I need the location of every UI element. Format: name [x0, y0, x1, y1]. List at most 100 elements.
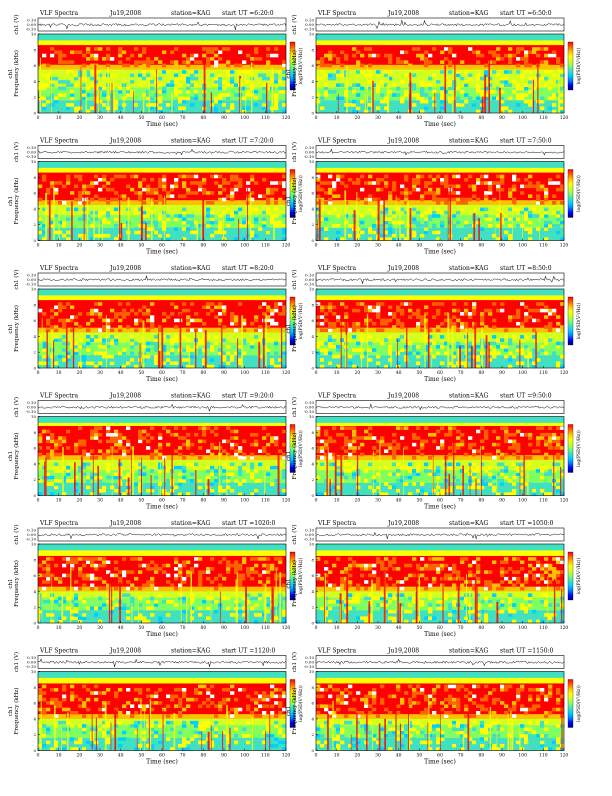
- heatmap-cell: [424, 83, 428, 87]
- heatmap-cell: [178, 100, 182, 104]
- heatmap-cell: [540, 77, 544, 81]
- heatmap-cell: [186, 227, 190, 231]
- heatmap-cell: [368, 567, 372, 571]
- heatmap-cell: [484, 433, 488, 437]
- heatmap-cell: [336, 355, 340, 359]
- y-tick-label: 2: [311, 350, 314, 355]
- heatmap-cell: [468, 175, 472, 179]
- heatmap-cell: [58, 355, 62, 359]
- heatmap-cell: [178, 597, 182, 601]
- heatmap-cell: [456, 74, 460, 78]
- heatmap-cell: [274, 214, 278, 218]
- heatmap-cell: [372, 181, 376, 185]
- heatmap-cell: [524, 178, 528, 182]
- heatmap-cell: [412, 47, 416, 51]
- heatmap-cell: [492, 348, 496, 352]
- heatmap-cell: [66, 607, 70, 611]
- heatmap-streak: [500, 191, 501, 241]
- heatmap-cell: [556, 224, 560, 228]
- heatmap-streak: [74, 462, 76, 495]
- heatmap-cell: [412, 600, 416, 604]
- heatmap-cell: [504, 466, 508, 470]
- heatmap-cell: [512, 463, 516, 467]
- heatmap-cell: [54, 577, 58, 581]
- heatmap-cell: [424, 456, 428, 460]
- heatmap-cell: [520, 47, 524, 51]
- heatmap-cell: [508, 479, 512, 483]
- heatmap-cell: [254, 570, 258, 574]
- heatmap-cell: [170, 600, 174, 604]
- x-tick-label: 0: [315, 370, 318, 376]
- time-axis-label: Time (sec): [424, 249, 456, 256]
- heatmap-cell: [504, 214, 508, 218]
- heatmap-cell: [420, 557, 424, 561]
- heatmap-cell: [444, 597, 448, 601]
- heatmap-cell: [492, 325, 496, 329]
- heatmap-cell: [190, 191, 194, 195]
- heatmap-cell: [544, 70, 548, 74]
- heatmap-cell: [206, 570, 210, 574]
- heatmap-cell: [274, 221, 278, 225]
- heatmap-cell: [360, 64, 364, 68]
- heatmap-cell: [182, 77, 186, 81]
- heatmap-cell: [54, 181, 58, 185]
- heatmap-cell: [270, 221, 274, 225]
- heatmap-cell: [74, 352, 78, 356]
- heatmap-cell: [352, 329, 356, 333]
- heatmap-cell: [54, 469, 58, 473]
- heatmap-cell: [110, 74, 114, 78]
- heatmap-cell: [456, 211, 460, 215]
- heatmap-streak: [449, 474, 451, 496]
- heatmap-cell: [480, 315, 484, 319]
- heatmap-cell: [440, 446, 444, 450]
- heatmap-cell: [320, 348, 324, 352]
- heatmap-cell: [222, 557, 226, 561]
- heatmap-cell: [218, 64, 222, 68]
- heatmap-cell: [102, 87, 106, 91]
- heatmap-cell: [416, 469, 420, 473]
- heatmap-cell: [218, 221, 222, 225]
- heatmap-cell: [198, 361, 202, 365]
- heatmap-streak: [195, 329, 196, 368]
- heatmap-cell: [336, 348, 340, 352]
- y-tick-label: 6: [33, 191, 36, 196]
- heatmap-streak: [159, 351, 161, 368]
- heatmap-cell: [78, 201, 82, 205]
- heatmap-cell: [130, 80, 134, 84]
- heatmap-cell: [214, 587, 218, 591]
- heatmap-cell: [524, 64, 528, 68]
- heatmap-cell: [328, 607, 332, 611]
- heatmap-cell: [110, 57, 114, 61]
- heatmap-cell: [106, 47, 110, 51]
- heatmap-cell: [416, 345, 420, 349]
- heatmap-streak: [527, 463, 528, 496]
- heatmap-streak: [448, 189, 449, 241]
- heatmap-cell: [106, 453, 110, 457]
- heatmap-cell: [328, 211, 332, 215]
- heatmap-cell: [166, 482, 170, 486]
- heatmap-streak: [53, 341, 54, 368]
- heatmap-cell: [242, 224, 246, 228]
- heatmap-cell: [468, 315, 472, 319]
- heatmap-cell: [158, 77, 162, 81]
- heatmap-cell: [102, 319, 106, 323]
- heatmap-cell: [368, 194, 372, 198]
- heatmap-cell: [230, 613, 234, 617]
- x-tick-label: 10: [334, 498, 340, 504]
- heatmap-cell: [420, 198, 424, 202]
- heatmap-cell: [226, 352, 230, 356]
- heatmap-cell: [186, 214, 190, 218]
- heatmap-cell: [70, 479, 74, 483]
- heatmap-cell: [324, 430, 328, 434]
- heatmap-cell: [508, 103, 512, 107]
- heatmap-cell: [262, 97, 266, 101]
- heatmap-cell: [182, 335, 186, 339]
- heatmap-cell: [484, 430, 488, 434]
- x-tick-label: 40: [118, 115, 124, 121]
- heatmap-cell: [142, 430, 146, 434]
- heatmap-cell: [54, 97, 58, 101]
- heatmap-cell: [178, 227, 182, 231]
- x-tick-label: 90: [499, 370, 505, 376]
- heatmap-cell: [416, 47, 420, 51]
- heatmap-cell: [492, 358, 496, 362]
